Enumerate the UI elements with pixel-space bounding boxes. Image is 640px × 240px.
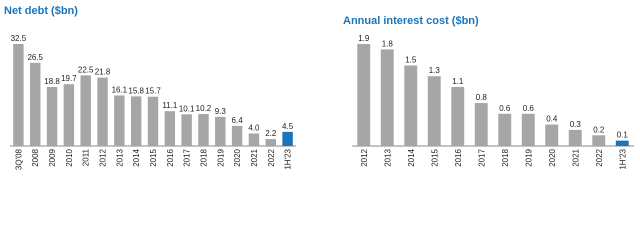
data-label: 2.2 (265, 129, 277, 138)
x-tick-label: 1H'23 (618, 148, 627, 169)
data-label: 15.7 (145, 87, 161, 96)
data-label: 15.8 (128, 86, 144, 95)
data-label: 0.3 (570, 120, 582, 129)
x-tick-label: 3Q'08 (14, 148, 23, 170)
data-label: 16.1 (112, 85, 128, 94)
chart-title: Annual interest cost ($bn) (343, 15, 479, 27)
bar (498, 113, 512, 146)
data-label: 6.4 (232, 116, 244, 125)
bar (248, 133, 260, 146)
bar (545, 124, 559, 146)
bar (80, 75, 91, 146)
data-label: 1.3 (429, 66, 441, 75)
charts: Net debt ($bn) Annual interest cost ($bn… (4, 5, 634, 170)
bar (147, 96, 159, 146)
bar (13, 44, 24, 146)
data-label: 21.8 (95, 68, 111, 77)
x-tick-label: 2016 (166, 148, 175, 166)
bar (198, 113, 209, 146)
bar (592, 135, 606, 146)
x-tick-label: 2020 (233, 148, 242, 166)
x-tick-label: 2019 (216, 148, 225, 166)
x-tick-label: 2018 (199, 148, 208, 166)
data-label: 9.3 (215, 107, 227, 116)
bar (215, 116, 226, 146)
x-tick-label: 2014 (132, 148, 141, 166)
bar (380, 49, 394, 146)
bar (114, 95, 125, 146)
x-tick-label: 2015 (149, 148, 158, 166)
data-label: 10.1 (179, 104, 195, 113)
x-tick-label: 2017 (183, 148, 192, 166)
x-tick-label: 2013 (383, 148, 392, 166)
data-label: 1.5 (405, 55, 417, 64)
bar (451, 86, 465, 146)
bar (404, 65, 418, 146)
bar (130, 96, 142, 146)
data-label: 32.5 (11, 34, 27, 43)
bar (30, 62, 41, 147)
data-label: 10.2 (196, 104, 212, 113)
bar (63, 84, 75, 146)
bar (231, 125, 243, 146)
bar (474, 103, 488, 146)
x-tick-label: 2009 (48, 148, 57, 166)
x-tick-label: 2017 (477, 148, 486, 166)
data-label: 0.6 (499, 104, 511, 113)
data-label: 1.9 (358, 34, 370, 43)
x-tick-label: 2012 (360, 148, 369, 166)
x-tick-label: 2021 (571, 148, 580, 166)
bar (282, 131, 293, 146)
data-label: 26.5 (27, 53, 43, 62)
x-tick-label: 2018 (501, 148, 510, 166)
x-tick-label: 2014 (407, 148, 416, 166)
x-tick-label: 2020 (548, 148, 557, 166)
data-label: 0.8 (476, 93, 488, 102)
data-label: 1.8 (382, 39, 394, 48)
x-tick-label: 2015 (430, 148, 439, 166)
bar (265, 139, 276, 146)
bar (568, 129, 582, 146)
bar (46, 86, 58, 146)
data-label: 22.5 (78, 65, 94, 74)
x-tick-label: 2021 (250, 148, 259, 166)
x-tick-label: 2022 (595, 148, 604, 166)
x-tick-label: 2010 (65, 148, 74, 166)
data-label: 0.2 (593, 125, 605, 134)
x-tick-label: 2011 (82, 148, 91, 166)
data-label: 0.4 (546, 115, 558, 124)
x-tick-label: 1H'23 (284, 148, 293, 169)
chart-title: Net debt ($bn) (4, 5, 78, 17)
bar (181, 114, 192, 146)
data-label: 0.1 (617, 131, 629, 140)
x-tick-label: 2013 (115, 148, 124, 166)
x-tick-label: 2022 (267, 148, 276, 166)
data-label: 0.6 (523, 104, 535, 113)
bar (427, 76, 441, 146)
bar (615, 140, 629, 146)
data-label: 18.8 (44, 77, 60, 86)
x-tick-label: 2019 (524, 148, 533, 166)
x-tick-label: 2016 (454, 148, 463, 166)
data-label: 11.1 (162, 101, 178, 110)
data-label: 19.7 (61, 74, 77, 83)
data-label: 4.5 (282, 122, 294, 131)
x-tick-label: 2008 (31, 148, 40, 166)
x-tick-label: 2012 (99, 148, 108, 166)
data-label: 1.1 (452, 77, 464, 86)
bar (164, 111, 176, 146)
bar (521, 113, 535, 146)
bar (97, 77, 108, 146)
data-label: 4.0 (248, 123, 260, 132)
bar (357, 44, 371, 146)
